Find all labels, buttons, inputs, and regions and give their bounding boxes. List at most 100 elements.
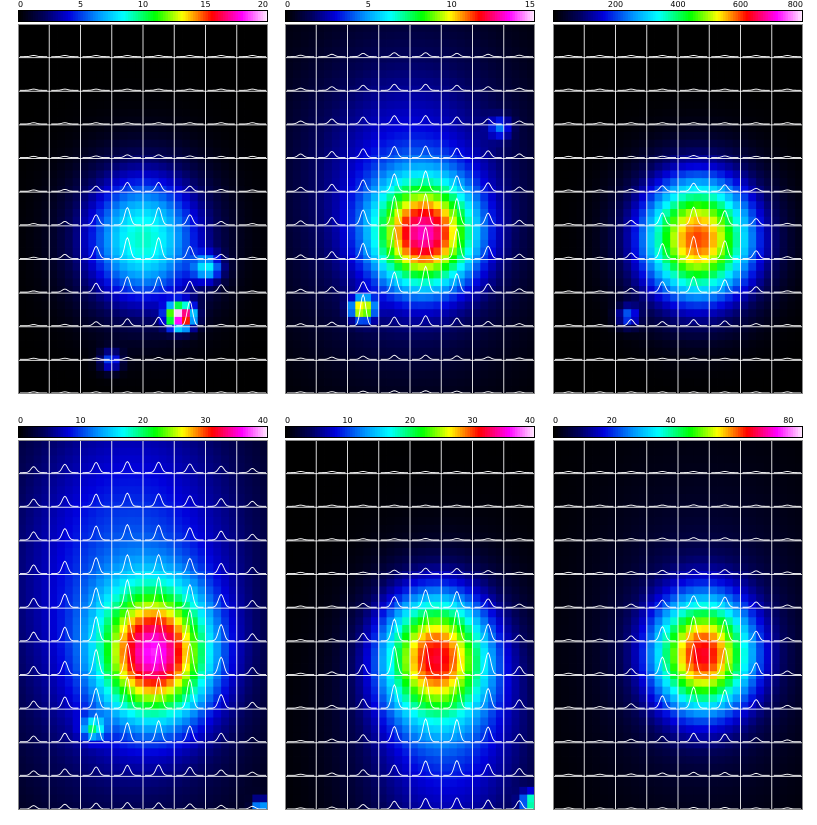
heatmap-cell: [292, 124, 302, 133]
heatmap-cell: [779, 185, 788, 194]
heatmap-cell: [560, 147, 570, 156]
heatmap-cell: [568, 340, 577, 349]
heatmap-cell: [599, 286, 609, 295]
heatmap-cell: [72, 124, 81, 133]
heatmap-cell: [717, 39, 726, 48]
heatmap-cell: [615, 270, 624, 279]
heatmap-cell: [197, 39, 206, 48]
colorbar-segment: [325, 10, 329, 22]
line-profile: [51, 188, 79, 192]
heatmap-cell: [205, 31, 214, 40]
heatmap-cell: [560, 216, 570, 225]
heatmap-cell: [503, 101, 512, 110]
heatmap-cell: [771, 201, 780, 210]
colorbar-segment: [773, 10, 777, 22]
heatmap-cell: [49, 185, 58, 194]
heatmap-cell: [410, 124, 419, 133]
heatmap-cell: [88, 77, 97, 87]
heatmap-cell: [174, 62, 183, 71]
heatmap-cell: [127, 185, 136, 194]
heatmap-cell: [519, 147, 528, 156]
heatmap-cell: [127, 47, 136, 56]
heatmap-cell: [638, 224, 648, 233]
heatmap-cell: [308, 54, 317, 63]
heatmap-cell: [410, 316, 419, 326]
heatmap-cell: [771, 70, 780, 79]
heatmap-cell: [88, 170, 97, 179]
heatmap-cell: [701, 62, 710, 71]
heatmap-cell: [331, 24, 341, 33]
heatmap-cell: [576, 209, 585, 218]
heatmap-cell: [417, 70, 427, 79]
heatmap-cell: [378, 101, 387, 110]
heatmap-cell: [709, 301, 718, 310]
heatmap-cell: [402, 324, 411, 333]
heatmap-cell: [402, 224, 411, 233]
heatmap-cell: [260, 116, 268, 125]
heatmap-cell: [560, 170, 570, 179]
heatmap-cell: [787, 270, 796, 279]
heatmap-cell: [488, 278, 497, 287]
heatmap-cell: [638, 39, 648, 48]
heatmap-cell: [197, 170, 206, 179]
heatmap-cell: [370, 24, 380, 33]
heatmap-cell: [410, 201, 419, 210]
heatmap-cell: [143, 301, 152, 310]
heatmap-cell: [623, 77, 632, 87]
heatmap-cell: [135, 108, 144, 117]
heatmap-cell: [189, 301, 199, 310]
heatmap-cell: [519, 363, 528, 372]
heatmap-cell: [57, 54, 66, 63]
colorbar-segment: [615, 10, 619, 22]
heatmap-cell: [472, 347, 481, 356]
colorbar-segment: [265, 10, 268, 22]
heatmap-cell: [763, 340, 773, 349]
heatmap-cell: [347, 70, 356, 79]
colorbar-segment: [427, 10, 431, 22]
heatmap-cell: [135, 247, 144, 256]
heatmap-cell: [189, 62, 199, 71]
heatmap-cell: [158, 170, 167, 179]
line-profile: [474, 150, 502, 158]
heatmap-cell: [631, 262, 640, 272]
heatmap-cell: [213, 386, 222, 394]
heatmap-cell: [244, 286, 253, 295]
line-profile: [474, 283, 502, 293]
heatmap-cell: [488, 24, 497, 33]
heatmap-cell: [228, 124, 238, 133]
heatmap-cell: [472, 386, 481, 394]
heatmap-cell: [631, 309, 640, 318]
heatmap-cell: [763, 209, 773, 218]
heatmap-cell: [252, 332, 261, 341]
heatmap-cell: [127, 124, 136, 133]
colorbar-tick-label: 0: [18, 0, 24, 9]
heatmap-cell: [64, 224, 74, 233]
heatmap-cell: [143, 216, 152, 225]
heatmap-cell: [103, 124, 113, 133]
heatmap-cell: [771, 139, 780, 148]
heatmap-cell: [631, 193, 640, 202]
heatmap-cell: [41, 178, 50, 187]
heatmap-cell: [480, 124, 489, 133]
heatmap-cell: [143, 370, 152, 379]
heatmap-cell: [285, 332, 294, 341]
heatmap-cell: [292, 270, 302, 279]
heatmap-cell: [693, 324, 702, 333]
heatmap-cell: [363, 178, 372, 187]
heatmap-cell: [410, 170, 419, 179]
heatmap-cell: [316, 270, 325, 279]
heatmap-cell: [717, 24, 726, 33]
heatmap-cell: [472, 193, 481, 202]
heatmap-cell: [795, 62, 803, 71]
heatmap-cell: [670, 278, 679, 287]
heatmap-cell: [527, 324, 535, 333]
heatmap-cell: [189, 139, 199, 148]
heatmap-cell: [135, 101, 144, 110]
heatmap-cell: [662, 116, 671, 125]
heatmap-cell: [495, 139, 505, 148]
heatmap-cell: [205, 201, 214, 210]
heatmap-cell: [717, 340, 726, 349]
heatmap-cell: [732, 216, 741, 225]
heatmap-cell: [189, 247, 199, 256]
heatmap-cell: [111, 301, 120, 310]
